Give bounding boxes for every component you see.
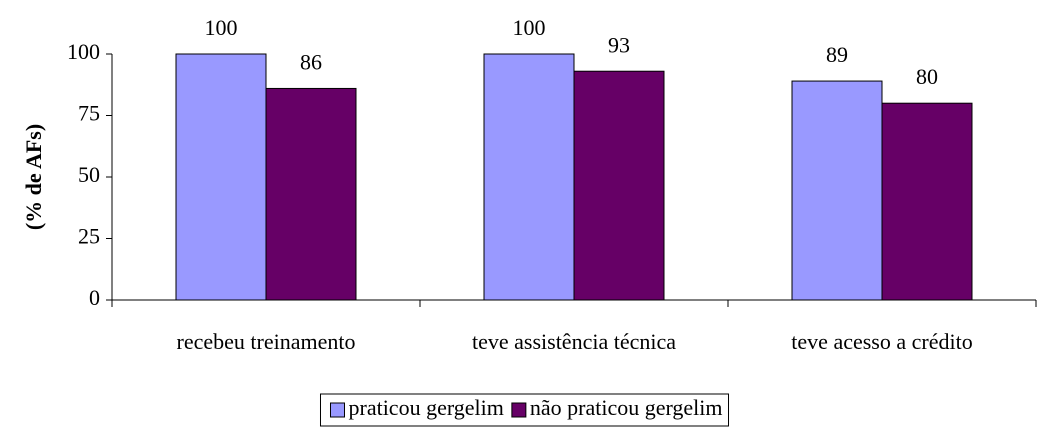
y-tick-label: 100	[67, 39, 100, 64]
legend-label: praticou gergelim	[348, 395, 503, 420]
legend-swatch	[511, 402, 527, 418]
bar	[175, 53, 267, 301]
value-label: 80	[916, 64, 938, 89]
legend-box	[319, 393, 730, 427]
x-tick-label: teve assistência técnica	[472, 329, 676, 354]
y-tick-label: 25	[78, 224, 100, 249]
value-label: 86	[300, 49, 322, 74]
legend-label: não praticou gergelim	[530, 395, 723, 420]
y-tick-label: 75	[78, 101, 100, 126]
value-label: 100	[513, 15, 546, 40]
x-tick-label: teve acesso a crédito	[791, 329, 972, 354]
y-tick-label: 50	[78, 162, 100, 187]
x-tick-label: recebeu treinamento	[177, 329, 356, 354]
bar	[573, 70, 665, 301]
bar	[791, 80, 883, 301]
value-label: 89	[826, 42, 848, 67]
bar	[483, 53, 575, 301]
value-label: 93	[608, 32, 630, 57]
y-tick-label: 0	[89, 285, 100, 310]
y-axis-label: (% de AFs)	[21, 124, 46, 230]
legend-swatch	[329, 402, 345, 418]
value-label: 100	[205, 15, 238, 40]
bar	[265, 87, 357, 301]
bar	[881, 102, 973, 301]
